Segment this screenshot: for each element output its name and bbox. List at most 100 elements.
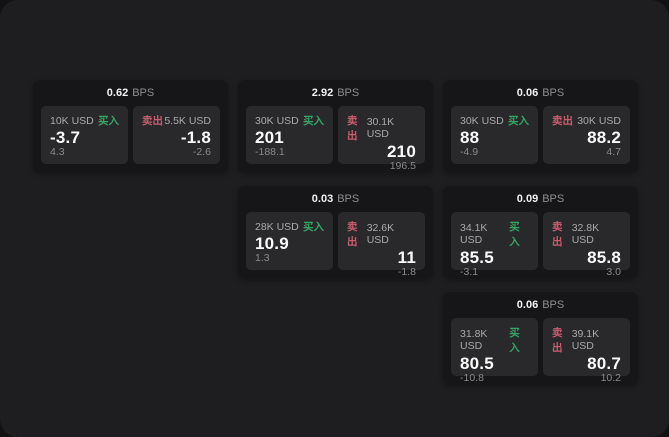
sell-sub-value: 10.2 [600,372,621,384]
buy-panel[interactable]: 30K USD 买入 88 -4.9 [451,106,538,164]
buy-panel-top: 10K USD 买入 [50,113,119,128]
bps-value: 0.09 [516,193,539,205]
bps-value: 0.03 [311,193,334,205]
buy-panel-top: 30K USD 买入 [460,113,529,128]
buy-sub-value: -10.8 [460,372,484,384]
bps-label: BPS [132,87,155,99]
buy-panel[interactable]: 10K USD 买入 -3.7 4.3 [41,106,128,164]
sell-sub-value: 196.5 [389,160,416,172]
buy-value: 201 [255,127,284,147]
buy-value: 80.5 [460,354,494,373]
sell-panel-top: 卖出 32.8K USD [552,219,621,249]
buy-amount: 28K USD [255,220,299,233]
bps-value: 0.62 [106,87,129,99]
sell-panel[interactable]: 卖出 39.1K USD 80.7 10.2 [543,318,630,384]
sell-amount: 30K USD [577,114,621,127]
buy-panel-top: 30K USD 买入 [255,113,324,128]
buy-panel-top: 28K USD 买入 [255,219,324,234]
sell-value: 80.7 [587,354,621,373]
sell-amount: 32.6K USD [366,222,395,246]
buy-sub-value: 4.3 [50,146,65,158]
buy-sub-value: -4.9 [460,146,479,158]
sell-value: 85.8 [587,248,621,267]
sell-label: 卖出 [552,221,563,248]
sell-panel[interactable]: 卖出 32.6K USD 11 -1.8 [338,212,425,278]
card-body: 31.8K USD 买入 80.5 -10.8 卖出 39.1K USD 80.… [443,318,638,384]
card-body: 28K USD 买入 10.9 1.3 卖出 32.6K USD 11 -1.8 [238,212,433,278]
buy-sub-value: 1.3 [255,252,270,264]
sell-sub-value: -1.8 [397,266,416,278]
sell-panel-top: 卖出 5.5K USD [142,113,211,128]
buy-amount: 10K USD [50,114,94,127]
card-header: 0.06 BPS [443,292,638,318]
card-header: 0.62 BPS [33,80,228,106]
quote-card: 0.06 BPS 30K USD 买入 88 -4.9 卖出 30K USD 8… [443,80,638,172]
buy-panel[interactable]: 28K USD 买入 10.9 1.3 [246,212,333,270]
sell-panel[interactable]: 卖出 5.5K USD -1.8 -2.6 [133,106,220,164]
bps-label: BPS [542,193,565,205]
card-header: 2.92 BPS [238,80,433,106]
bps-value: 0.06 [516,87,539,99]
bps-label: BPS [337,193,360,205]
bps-value: 0.06 [516,299,539,311]
buy-label: 买入 [509,327,520,354]
card-header: 0.06 BPS [443,80,638,106]
quote-card: 0.62 BPS 10K USD 买入 -3.7 4.3 卖出 5.5K USD… [33,80,228,172]
buy-amount: 31.8K USD [460,328,488,352]
buy-sub-value: -3.1 [460,266,479,278]
bps-label: BPS [542,87,565,99]
sell-panel-top: 卖出 39.1K USD [552,325,621,355]
sell-panel-top: 卖出 30K USD [552,113,621,128]
sell-panel[interactable]: 卖出 30K USD 88.2 4.7 [543,106,630,164]
buy-panel-top: 34.1K USD 买入 [460,219,529,249]
sell-amount: 39.1K USD [571,328,600,352]
quote-card: 2.92 BPS 30K USD 买入 201 -188.1 卖出 30.1K … [238,80,433,172]
sell-label: 卖出 [142,115,163,127]
buy-panel[interactable]: 30K USD 买入 201 -188.1 [246,106,333,164]
bps-label: BPS [542,299,565,311]
bps-value: 2.92 [311,87,334,99]
sell-value: 210 [387,142,416,161]
sell-panel[interactable]: 卖出 32.8K USD 85.8 3.0 [543,212,630,278]
buy-value: 88 [460,127,480,147]
buy-panel-top: 31.8K USD 买入 [460,325,529,355]
card-body: 30K USD 买入 88 -4.9 卖出 30K USD 88.2 4.7 [443,106,638,172]
card-body: 10K USD 买入 -3.7 4.3 卖出 5.5K USD -1.8 -2.… [33,106,228,172]
sell-label: 卖出 [552,115,573,127]
sell-label: 卖出 [552,327,563,354]
sell-label: 卖出 [347,221,358,248]
bps-label: BPS [337,87,360,99]
buy-value: 10.9 [255,233,289,253]
quote-card: 0.06 BPS 31.8K USD 买入 80.5 -10.8 卖出 39.1… [443,292,638,384]
sell-value: 11 [397,248,416,267]
buy-panel[interactable]: 34.1K USD 买入 85.5 -3.1 [451,212,538,278]
card-header: 0.09 BPS [443,186,638,212]
sell-sub-value: 3.0 [606,266,621,278]
buy-amount: 34.1K USD [460,222,488,246]
buy-value: 85.5 [460,248,494,267]
buy-panel[interactable]: 31.8K USD 买入 80.5 -10.8 [451,318,538,384]
buy-label: 买入 [303,221,324,233]
sell-sub-value: -2.6 [192,146,211,158]
sell-amount: 30.1K USD [366,116,395,140]
sell-amount: 5.5K USD [164,114,211,127]
buy-label: 买入 [508,115,529,127]
card-body: 30K USD 买入 201 -188.1 卖出 30.1K USD 210 1… [238,106,433,172]
sell-panel[interactable]: 卖出 30.1K USD 210 196.5 [338,106,425,172]
sell-panel-top: 卖出 30.1K USD [347,113,416,143]
buy-sub-value: -188.1 [255,146,285,158]
buy-label: 买入 [98,115,119,127]
buy-value: -3.7 [50,127,81,147]
sell-label: 卖出 [347,115,358,142]
buy-amount: 30K USD [460,114,504,127]
buy-label: 买入 [509,221,520,248]
buy-label: 买入 [303,115,324,127]
sell-sub-value: 4.7 [606,146,621,158]
sell-panel-top: 卖出 32.6K USD [347,219,416,249]
sell-value: 88.2 [587,127,621,147]
buy-amount: 30K USD [255,114,299,127]
sell-amount: 32.8K USD [571,222,600,246]
card-header: 0.03 BPS [238,186,433,212]
quote-card: 0.03 BPS 28K USD 买入 10.9 1.3 卖出 32.6K US… [238,186,433,278]
